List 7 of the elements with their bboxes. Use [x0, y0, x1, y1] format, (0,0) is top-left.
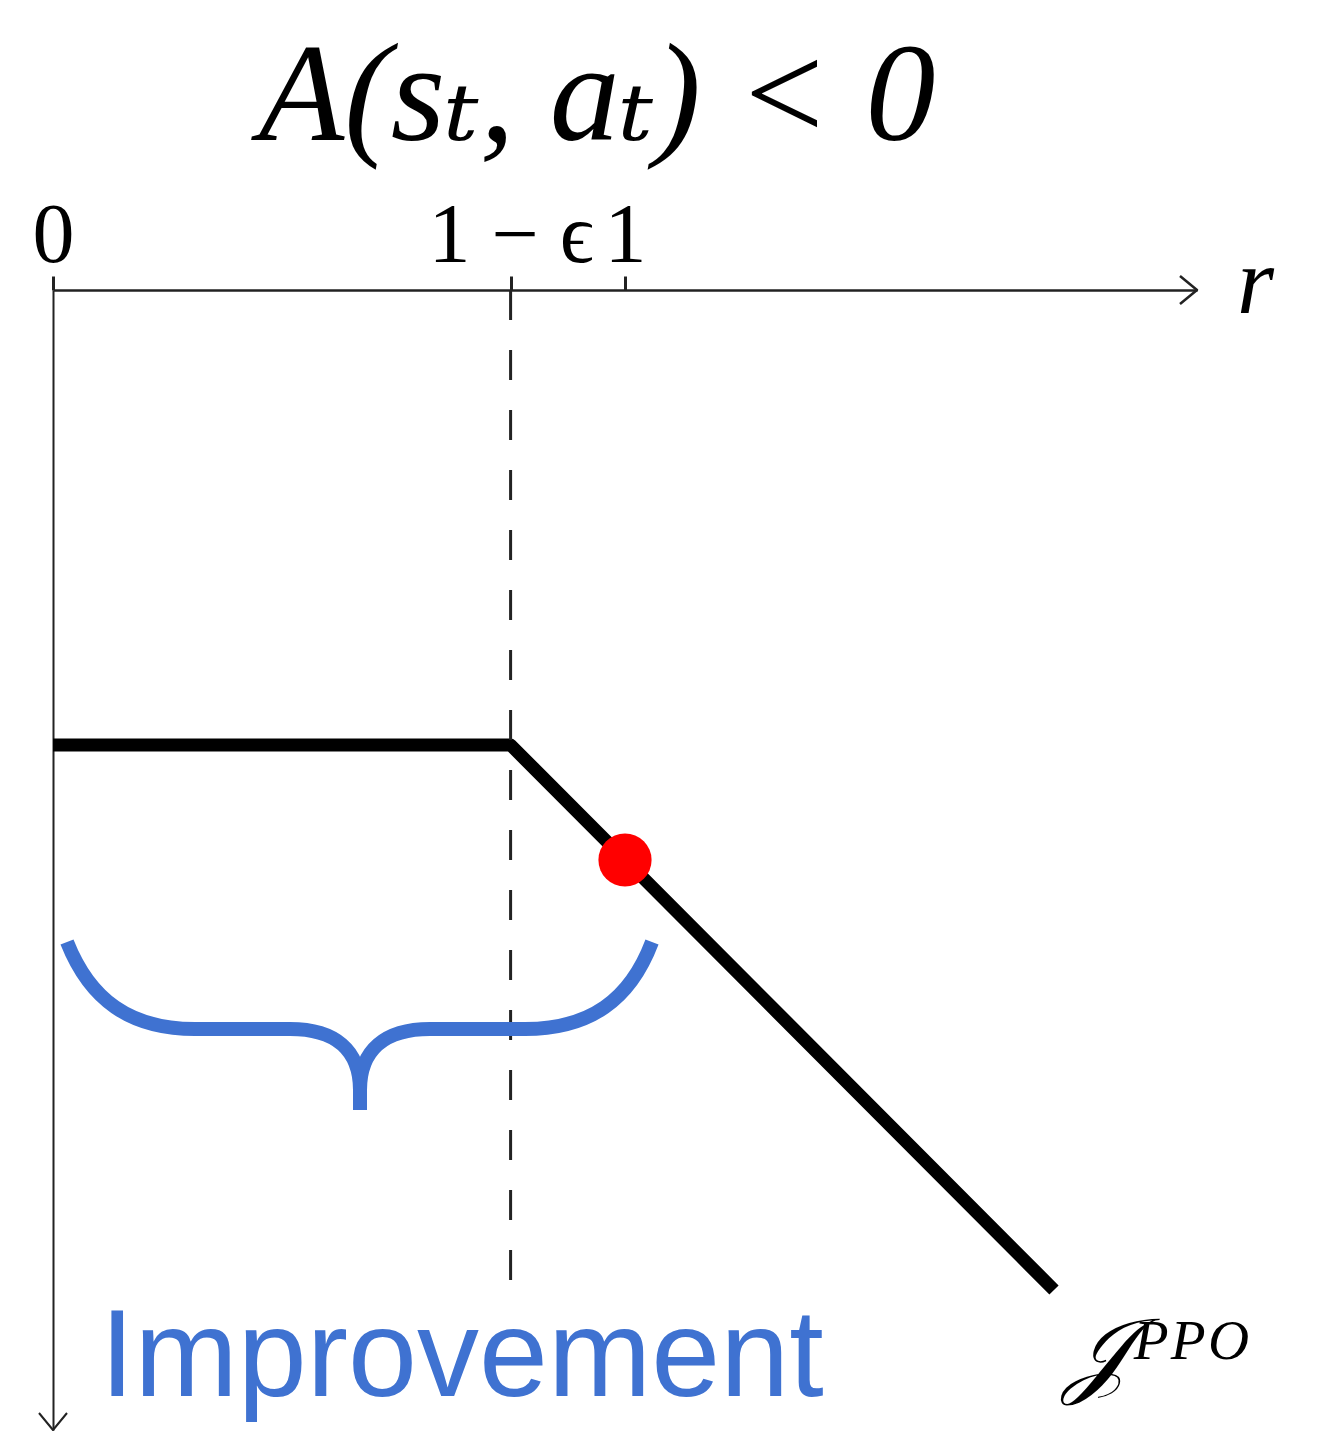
x-tick-label: 0	[32, 186, 75, 280]
chart-title: A(sₜ, aₜ) < 0	[250, 15, 936, 170]
x-axis-title: r	[1237, 227, 1276, 334]
series-label: 𝒥ᴾᴾᴼ	[1060, 1300, 1250, 1406]
x-tick-label: 1	[604, 186, 647, 280]
annotation: Improvement	[100, 1284, 824, 1422]
x-tick-label: 1 − ϵ	[428, 186, 594, 280]
